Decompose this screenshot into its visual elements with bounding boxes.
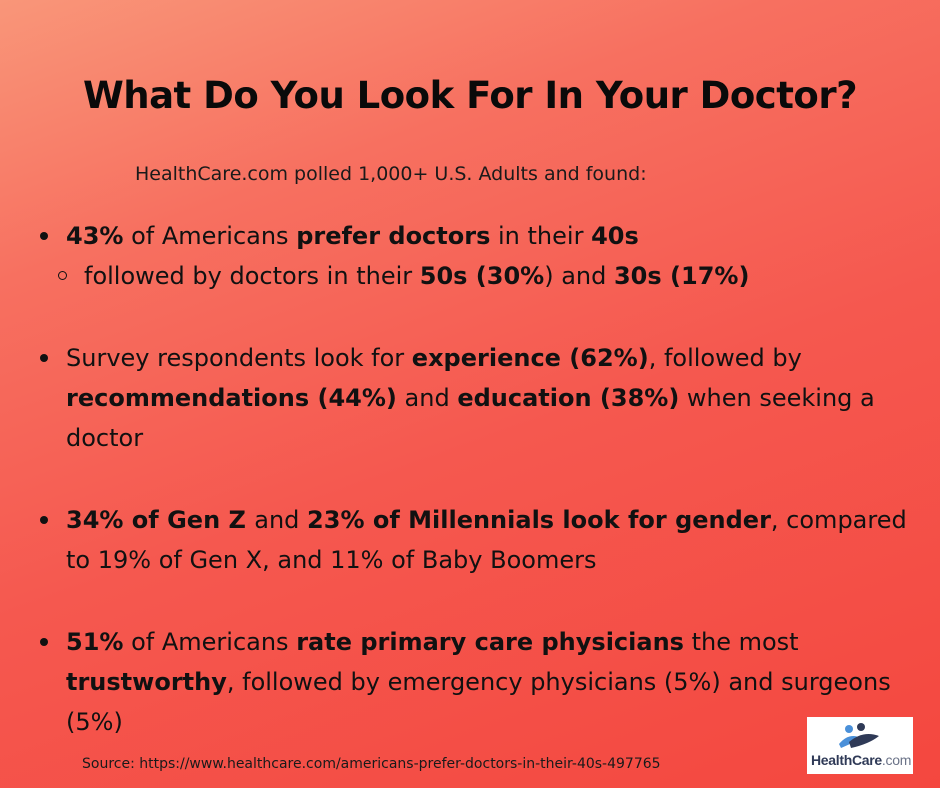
people-icon <box>839 723 879 748</box>
sub-list-item: followed by doctors in their 50s (30%) a… <box>34 256 924 296</box>
stat-text: 34% of Gen Z <box>66 506 255 534</box>
body-text: when seeking a doctor <box>66 384 875 452</box>
body-text: and <box>396 384 458 412</box>
bullet-ring <box>58 271 67 280</box>
body-text: the most <box>683 628 799 656</box>
body-text: Survey respondents look for <box>66 344 412 372</box>
stat-text: 23% of Millennials look for gender <box>307 506 771 534</box>
body-text: followed by doctors in their <box>84 262 420 290</box>
stat-text: trustworthy <box>66 668 227 696</box>
bullet-dot <box>40 638 48 646</box>
stat-text: 40s <box>591 222 639 250</box>
findings-list: 43% of Americans prefer doctors in their… <box>34 216 924 742</box>
bullet-dot <box>40 354 48 362</box>
stat-text: 50s (30% <box>419 262 545 290</box>
subtitle: HealthCare.com polled 1,000+ U.S. Adults… <box>135 163 647 185</box>
stat-text: 30s (17%) <box>613 262 750 290</box>
stat-text: education (38%) <box>457 384 680 412</box>
list-item: 43% of Americans prefer doctors in their… <box>34 216 924 256</box>
stat-text: 51% <box>66 628 124 656</box>
body-text: of Americans <box>123 628 297 656</box>
list-item: Survey respondents look for experience (… <box>34 338 924 458</box>
source-citation: Source: https://www.healthcare.com/ameri… <box>82 756 661 772</box>
list-item: 34% of Gen Z and 23% of Millennials look… <box>34 500 924 580</box>
bullet-dot <box>40 232 48 240</box>
page-title: What Do You Look For In Your Doctor? <box>82 74 858 117</box>
healthcare-logo: HealthCare.com <box>807 717 913 774</box>
body-text: ) and <box>544 262 614 290</box>
bullet-dot <box>40 516 48 524</box>
body-text: in their <box>490 222 592 250</box>
stat-text: 43% <box>66 222 124 250</box>
stat-text: rate primary care physicians <box>296 628 684 656</box>
body-text: , followed by emergency physicians (5%) … <box>66 668 891 736</box>
logo-wordmark: HealthCare.com <box>811 752 912 768</box>
body-text: of Americans <box>123 222 297 250</box>
stat-text: prefer doctors <box>296 222 491 250</box>
stat-text: recommendations (44%) <box>66 384 397 412</box>
body-text: and <box>254 506 308 534</box>
body-text: , compared to 19% of Gen X, and 11% of B… <box>66 506 907 574</box>
body-text: , followed by <box>648 344 802 372</box>
list-item: 51% of Americans rate primary care physi… <box>34 622 924 742</box>
stat-text: experience (62%) <box>411 344 649 372</box>
